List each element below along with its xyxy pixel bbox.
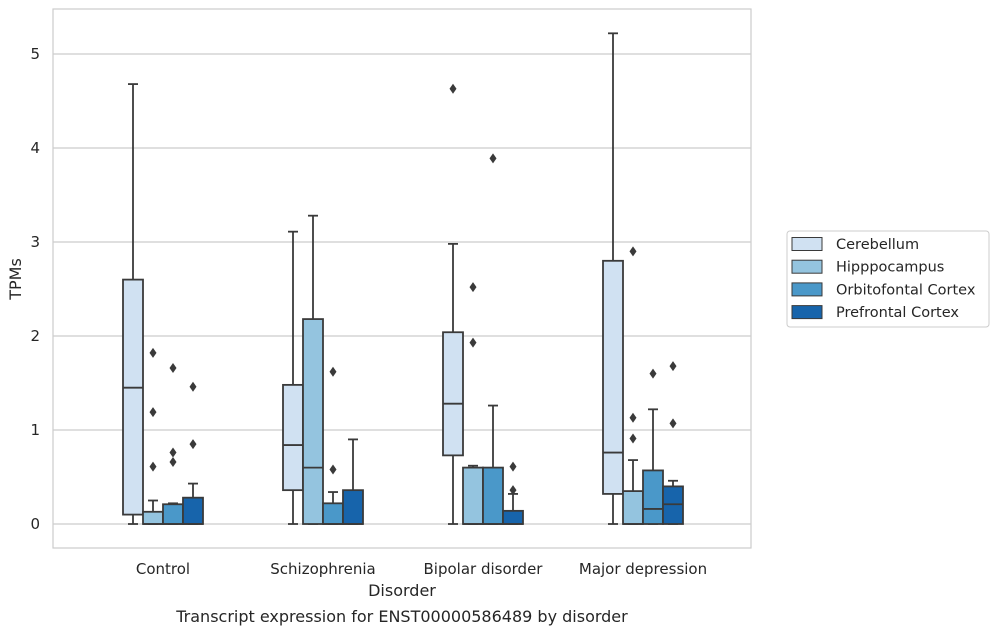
box-body [642,469,664,525]
box-body [162,503,184,525]
y-axis-ticks: 0 1 2 3 4 5 [30,45,40,533]
box-body [482,466,504,525]
outlier-point [509,485,517,496]
y-tick-label: 3 [30,233,40,251]
x-tick-label: Schizophrenia [270,560,375,578]
box-3-0 [182,482,204,525]
y-tick-label: 2 [30,327,40,345]
outlier-point [629,412,637,423]
box-3-1 [342,438,364,525]
y-tick-label: 1 [30,421,40,439]
outlier-point [649,368,657,379]
box-body [342,489,364,525]
outlier-point [329,464,337,475]
box-0-2 [442,242,464,525]
box-1-2 [462,464,484,525]
outlier-point [669,418,677,429]
outlier-point [629,246,637,257]
plot-area [52,8,752,549]
box-1-1 [302,214,324,525]
y-axis-label: TPMs [6,258,25,301]
outlier-point [149,407,157,418]
outlier-point [169,447,177,458]
x-tick-label: Control [136,560,190,578]
legend-label: Cerebellum [836,237,919,253]
outlier-point [149,461,157,472]
legend-box [786,230,990,328]
box-body [282,383,304,492]
box-body [122,278,144,516]
outlier-point [469,337,477,348]
legend-label: Prefrontal Cortex [836,305,959,321]
box-0-0 [122,83,144,525]
outlier-point [169,456,177,467]
outlier-point [669,361,677,372]
box-body [322,502,344,525]
outlier-point [449,83,457,94]
y-tick-label: 5 [30,45,40,63]
outlier-point [189,381,197,392]
box-body [462,466,484,525]
legend-label: Orbitofontal Cortex [836,282,976,298]
x-tick-label: Major depression [579,560,707,578]
legend-swatch [791,305,823,320]
box-body [142,510,164,525]
legend-swatch [791,259,823,274]
box-2-0 [162,502,184,525]
box-body [602,259,624,495]
box-body [502,509,524,525]
box-body [302,318,324,525]
box-body [442,331,464,457]
outlier-point [189,439,197,450]
box-2-2 [482,404,504,525]
outlier-point [149,347,157,358]
chart-title: Transcript expression for ENST0000058648… [175,607,628,626]
box-3-3 [662,479,684,525]
outlier-point [169,362,177,373]
x-axis-label: Disorder [368,581,436,600]
legend: Cerebellum Hipppocampus Orbitofontal Corte… [786,230,990,328]
outlier-point [629,433,637,444]
legend-swatch [791,282,823,297]
outlier-points [149,83,677,496]
box-body [182,496,204,525]
legend-label: Hipppocampus [836,260,944,276]
outlier-point [469,282,477,293]
box-0-3 [602,32,624,525]
legend-swatch [791,237,823,251]
outlier-point [329,366,337,377]
box-body [622,490,644,525]
y-tick-label: 0 [30,515,40,533]
box-plots [122,32,684,525]
outlier-point [489,153,497,164]
outlier-point [509,461,517,472]
x-axis-ticks: Control Schizophrenia Bipolar disorder Majo… [136,560,707,578]
y-tick-label: 4 [30,139,40,157]
x-tick-label: Bipolar disorder [424,560,544,578]
box-body [662,485,684,525]
